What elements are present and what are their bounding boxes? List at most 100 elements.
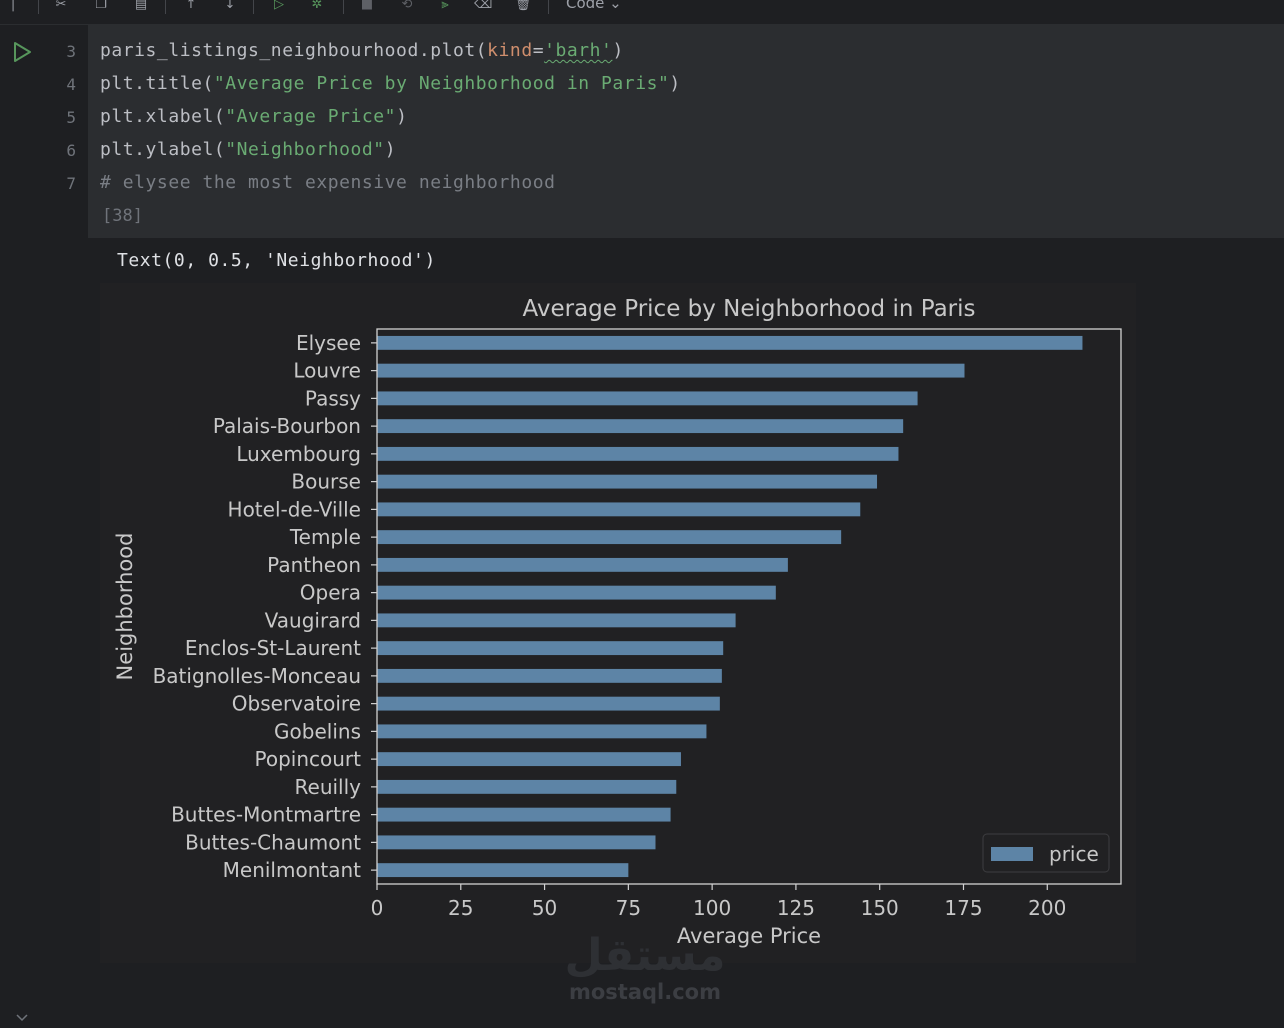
output-text: Text(0, 0.5, 'Neighborhood') [117,250,436,271]
bar [377,863,629,878]
code-line[interactable]: # elysee the most expensive neighborhood [100,172,555,193]
cut-icon[interactable]: ✂ [55,0,67,12]
bar [377,807,671,822]
x-tick-label: 125 [777,896,815,920]
code-cell[interactable] [88,25,1284,238]
code-token: ) [384,139,397,160]
y-tick-label: Hotel-de-Ville [228,497,361,521]
toolbar-separator [165,0,166,14]
chevron-down-icon[interactable] [14,1012,30,1024]
run-all-icon[interactable]: ⫸ [441,0,449,12]
cell-type-dropdown[interactable]: Code ⌄ [566,0,622,12]
axes-frame [376,328,1122,885]
x-axis-label: Average Price [677,924,821,948]
code-line[interactable]: paris_listings_neighbourhood.plot(kind='… [100,40,624,61]
y-tick-label: Temple [289,525,361,549]
bar [377,696,720,711]
watermark: مستقل mostaql.com [560,928,730,1008]
delete-cell-icon[interactable]: 🗑 [514,0,532,12]
notebook-toolbar: │ ✂ ❐ ▤ ↑ ↓ ▷ ✲ ■ ⟲ ⫸ ⌫ 🗑 Code ⌄ [0,0,1284,25]
bar [377,641,724,656]
y-tick-label: Opera [300,581,361,605]
code-comment: # elysee the most expensive neighborhood [100,172,556,193]
bar [377,557,788,572]
x-tick-label: 150 [861,896,899,920]
code-token: plt.xlabel( [100,106,226,127]
y-tick-label: Popincourt [255,747,362,771]
code-line[interactable]: plt.xlabel("Average Price") [100,106,407,127]
run-cell-icon[interactable]: ▷ [274,0,284,12]
code-token: paris_listings_neighbourhood.plot( [100,40,488,61]
code-token: = [532,40,545,61]
copy-icon[interactable]: ❐ [95,0,107,12]
code-token: plt.title( [100,73,214,94]
code-token-keyword: kind [487,40,533,61]
x-tick-label: 100 [693,896,731,920]
y-tick-label: Elysee [296,331,361,355]
y-tick-label: Luxembourg [236,442,361,466]
legend-label: price [1049,842,1099,866]
bar [377,835,656,850]
y-tick-label: Buttes-Montmartre [171,803,361,827]
bar [377,585,776,600]
bar [377,335,1083,350]
toolbar-separator [343,0,344,14]
line-number: 4 [66,75,76,94]
clear-outputs-icon[interactable]: ⌫ [474,0,493,12]
output-figure: Elysee Louvre Passy Palais-Bourbon Luxembour… [100,283,1136,963]
paste-icon[interactable]: ▤ [134,0,148,12]
bar [377,724,707,739]
bar [377,779,677,794]
y-tick-label: Louvre [293,359,361,383]
code-token-string: 'barh' [544,40,613,61]
y-tick-label: Menilmontant [223,858,362,882]
code-token: ) [669,73,681,94]
code-token: ) [396,106,408,127]
move-up-icon[interactable]: ↑ [185,0,197,12]
y-tick-label: Vaugirard [265,608,361,632]
line-number: 6 [66,141,76,160]
execution-count: [38] [102,206,143,226]
chart-title: Average Price by Neighborhood in Paris [522,296,975,322]
x-tick-label: 50 [532,896,557,920]
y-tick-label: Enclos-St-Laurent [185,636,361,660]
stop-icon[interactable]: ■ [360,0,374,12]
code-token-string: "Average Price by Neighborhood in Paris" [213,73,670,94]
x-tick-label: 200 [1028,896,1066,920]
move-down-icon[interactable]: ↓ [224,0,236,12]
y-tick-label: Gobelins [274,719,361,743]
code-line[interactable]: plt.title("Average Price by Neighborhood… [100,73,681,94]
y-tick-label: Reuilly [295,775,362,799]
bar [377,613,736,628]
restart-kernel-icon[interactable]: ⟲ [401,0,413,12]
run-cell-button[interactable] [12,41,32,63]
toolbar-separator [548,0,549,14]
y-tick-label: Palais-Bourbon [213,414,361,438]
y-axis-label: Neighborhood [113,533,137,681]
add-cell-icon[interactable]: │ [9,0,17,12]
y-tick-label: Bourse [291,470,361,494]
code-token: ) [612,40,624,61]
y-tick-label: Batignolles-Monceau [153,664,361,688]
y-tick-label: Passy [305,386,361,410]
play-icon [14,42,31,62]
x-tick-label: 0 [371,896,384,920]
code-token-string: "Average Price" [225,106,397,127]
x-tick-label: 75 [616,896,641,920]
toolbar-separator [253,0,254,14]
watermark-logo: مستقل [564,930,726,981]
bar [377,668,722,683]
y-tick-label: Buttes-Chaumont [185,830,361,854]
watermark-url: mostaql.com [569,980,721,1004]
legend-box [982,833,1110,873]
code-token-string: "Neighborhood" [225,139,385,160]
debug-cell-icon[interactable]: ✲ [311,0,323,12]
bar [377,446,899,461]
bar [377,530,842,545]
code-token: plt.ylabel( [100,139,226,160]
x-tick-label: 25 [448,896,473,920]
y-tick-label: Observatoire [232,692,361,716]
toolbar-separator [38,0,39,14]
line-number: 3 [66,42,76,61]
code-line[interactable]: plt.ylabel("Neighborhood") [100,139,396,160]
